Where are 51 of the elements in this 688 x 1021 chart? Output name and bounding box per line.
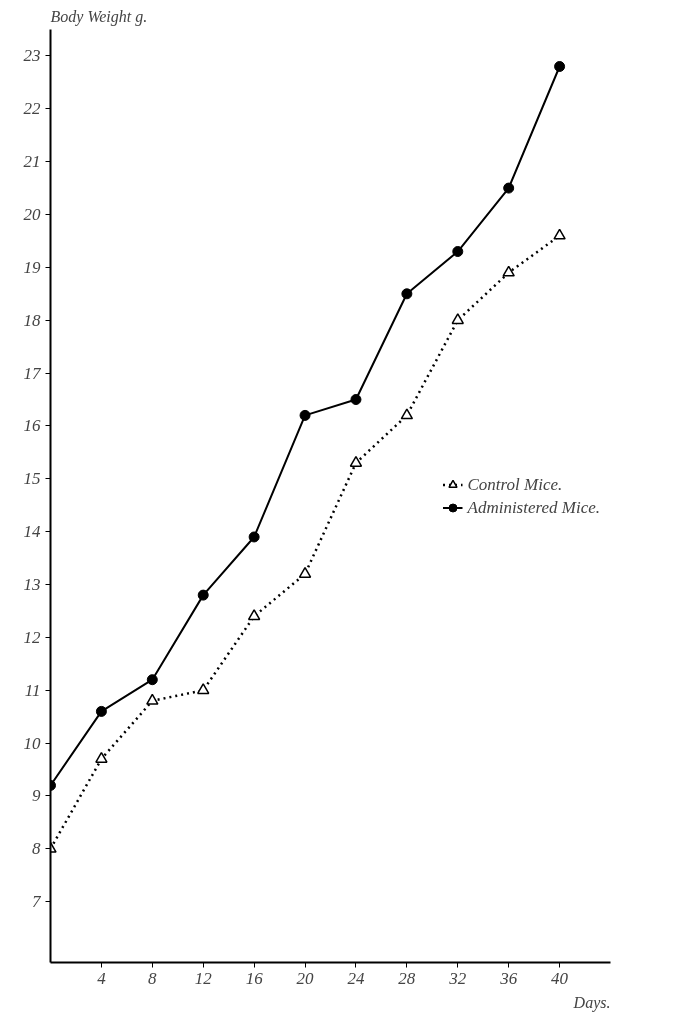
point <box>299 409 311 421</box>
y-tick-label: 17 <box>23 363 42 383</box>
y-tick-label: 22 <box>23 99 41 119</box>
y-tick-label: 16 <box>23 416 41 436</box>
x-tick-label: 24 <box>347 968 365 988</box>
y-tick-label: 21 <box>23 152 41 172</box>
y-tick-label: 23 <box>23 46 41 66</box>
y-tick-label: 11 <box>24 680 41 700</box>
x-tick-label: 8 <box>148 968 158 988</box>
x-tick-label: 12 <box>194 968 213 988</box>
point <box>554 61 566 72</box>
y-tick-label: 20 <box>23 205 41 225</box>
y-tick-label: 10 <box>23 733 41 753</box>
x-tick-label: 28 <box>398 968 416 988</box>
point <box>248 531 260 543</box>
point <box>503 182 515 194</box>
x-tick-label: 36 <box>499 968 518 988</box>
legend-label: Control Mice. <box>467 474 563 494</box>
point <box>197 589 209 601</box>
point <box>401 288 413 300</box>
x-tick-label: 16 <box>245 968 264 988</box>
y-tick-label: 12 <box>23 627 41 647</box>
point <box>349 455 363 467</box>
point <box>502 265 515 277</box>
point <box>452 246 464 258</box>
y-tick-label: 9 <box>32 786 41 806</box>
point <box>95 751 108 763</box>
point <box>146 693 159 705</box>
y-tick-label: 8 <box>32 839 41 859</box>
y-axis-title: Body Weight g. <box>50 7 148 26</box>
x-tick-label: 32 <box>448 968 467 988</box>
y-tick-label: 15 <box>23 469 41 489</box>
y-tick-label: 18 <box>23 310 41 330</box>
y-tick-label: 19 <box>23 257 41 277</box>
point <box>451 313 465 325</box>
point <box>196 683 210 695</box>
point <box>553 228 566 240</box>
x-axis-title: Days. <box>572 993 611 1012</box>
x-tick-label: 4 <box>97 968 107 988</box>
point <box>247 609 261 621</box>
x-tick-label: 20 <box>296 968 315 988</box>
y-tick-label: 14 <box>23 522 41 542</box>
point <box>350 394 362 406</box>
point <box>146 674 158 686</box>
legend-label: Administered Mice. <box>467 497 600 517</box>
point <box>400 408 414 420</box>
y-tick-label: 13 <box>23 575 41 595</box>
point <box>95 705 107 717</box>
y-tick-label: 7 <box>32 892 42 912</box>
point <box>298 566 312 578</box>
x-tick-label: 40 <box>551 968 569 988</box>
